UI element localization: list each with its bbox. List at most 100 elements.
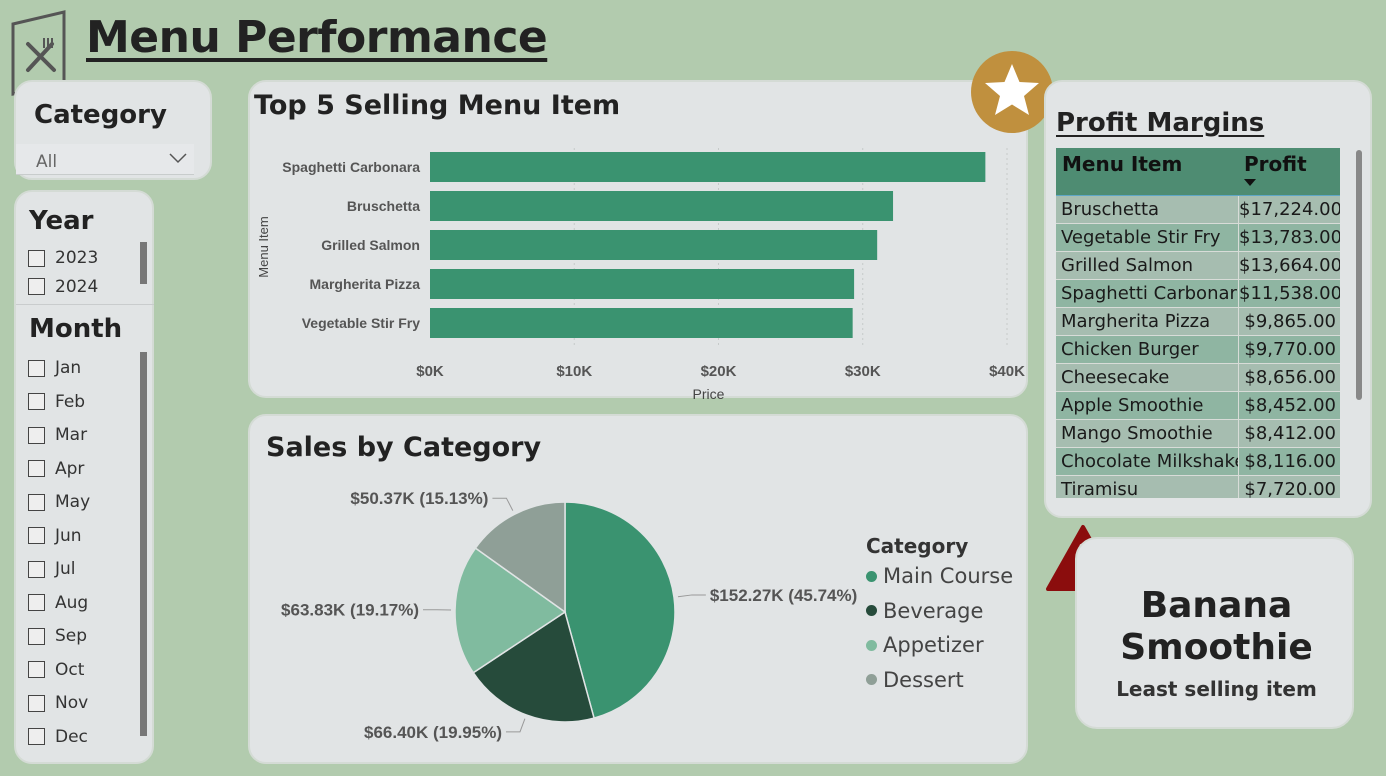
month-option-label: Oct xyxy=(55,659,85,680)
menu-item-cell: Chocolate Milkshake xyxy=(1061,451,1238,472)
pie-slice-dessert xyxy=(474,501,566,614)
year-slicer-title: Year xyxy=(29,206,94,236)
profit-cell: $8,116.00 xyxy=(1238,448,1340,475)
menu-item-cell: Bruschetta xyxy=(1061,199,1160,220)
column-header-profit[interactable]: Profit xyxy=(1244,152,1307,176)
menu-item-cell: Tiramisu xyxy=(1061,479,1139,498)
year-option-2024[interactable]: 2024 xyxy=(28,275,98,299)
legend-dot-icon xyxy=(866,674,877,685)
year-scrollbar[interactable] xyxy=(140,242,147,284)
leader-line xyxy=(505,718,526,733)
legend-dot-icon xyxy=(866,570,877,582)
page-title: Menu Performance xyxy=(86,12,548,63)
year-option-label: 2024 xyxy=(55,276,99,297)
y-category-label: Margherita Pizza xyxy=(310,276,421,292)
profit-table: Menu Item Profit Bruschetta $17,224.00 Veg… xyxy=(1056,148,1340,498)
table-row[interactable]: Spaghetti Carbonara $11,538.00 xyxy=(1056,280,1340,308)
legend-label: Dessert xyxy=(883,667,964,692)
month-option-apr[interactable]: Apr xyxy=(28,457,84,481)
y-category-label: Spaghetti Carbonara xyxy=(282,159,420,175)
table-row[interactable]: Mango Smoothie $8,412.00 xyxy=(1056,420,1340,448)
checkbox[interactable] xyxy=(28,627,45,645)
pie-slice-appetizer xyxy=(454,547,567,674)
table-row[interactable]: Bruschetta $17,224.00 xyxy=(1056,196,1340,224)
month-option-dec[interactable]: Dec xyxy=(28,725,88,749)
top5-chart-card: Top 5 Selling Menu Item $0K $10K $20K $30K $… xyxy=(248,80,1028,400)
month-option-aug[interactable]: Aug xyxy=(28,591,88,615)
category-dropdown[interactable]: All xyxy=(16,144,194,175)
legend-item-appetizer[interactable]: Appetizer xyxy=(866,633,984,657)
checkbox[interactable] xyxy=(28,694,45,712)
month-option-label: Nov xyxy=(55,693,89,713)
table-row[interactable]: Tiramisu $7,720.00 xyxy=(1056,476,1340,498)
profit-cell: $8,412.00 xyxy=(1238,420,1340,447)
least-selling-card: Banana Smoothie Least selling item xyxy=(1075,537,1354,729)
month-option-jun[interactable]: Jun xyxy=(28,524,82,548)
least-selling-caption: Least selling item xyxy=(1116,677,1317,701)
column-header-menu-item[interactable]: Menu Item xyxy=(1062,152,1183,176)
profit-cell: $8,656.00 xyxy=(1238,364,1340,391)
checkbox[interactable] xyxy=(28,560,45,578)
month-option-sep[interactable]: Sep xyxy=(28,624,87,648)
menu-item-cell: Mango Smoothie xyxy=(1061,423,1213,444)
sort-descending-icon[interactable] xyxy=(1244,179,1256,186)
data-label: $50.37K (15.13%) xyxy=(350,489,488,508)
x-tick-label: $10K xyxy=(556,363,592,380)
year-option-2023[interactable]: 2023 xyxy=(28,246,98,270)
month-option-label: May xyxy=(55,492,91,512)
checkbox[interactable] xyxy=(28,527,45,544)
checkbox[interactable] xyxy=(28,426,45,444)
legend-item-dessert[interactable]: Dessert xyxy=(866,668,964,692)
checkbox[interactable] xyxy=(28,594,45,611)
sales-pie-chart: $152.27K (45.74%) $66.40K (19.95%) $63.83K… xyxy=(281,489,857,742)
legend-title: Category xyxy=(866,534,969,558)
month-option-mar[interactable]: Mar xyxy=(28,423,87,447)
table-row[interactable]: Apple Smoothie $8,452.00 xyxy=(1056,392,1340,420)
x-tick-label: $20K xyxy=(701,363,737,380)
month-scrollbar[interactable] xyxy=(140,352,147,736)
table-row[interactable]: Vegetable Stir Fry $13,783.00 xyxy=(1056,224,1340,252)
table-scrollbar[interactable] xyxy=(1356,150,1362,400)
top5-bar-chart: $0K $10K $20K $30K $40K Spaghetti Carbonara Br… xyxy=(256,148,1025,400)
profit-margins-title: Profit Margins xyxy=(1056,108,1265,138)
menu-item-cell: Vegetable Stir Fry xyxy=(1061,227,1221,248)
month-option-jul[interactable]: Jul xyxy=(28,557,76,581)
legend-item-main-course[interactable]: Main Course xyxy=(866,564,1013,588)
month-option-feb[interactable]: Feb xyxy=(28,390,85,414)
category-slicer: Category All xyxy=(14,80,212,180)
checkbox[interactable] xyxy=(28,359,45,377)
profit-cell: $9,865.00 xyxy=(1238,308,1340,335)
least-selling-item: Banana Smoothie xyxy=(1120,585,1313,668)
checkbox[interactable] xyxy=(28,249,45,267)
table-row[interactable]: Grilled Salmon $13,664.00 xyxy=(1056,252,1340,280)
month-option-jan[interactable]: Jan xyxy=(28,356,81,380)
table-row[interactable]: Cheesecake $8,656.00 xyxy=(1056,364,1340,392)
sales-by-category-card: Sales by Category $152.27K (45.74%) $66.4… xyxy=(248,414,1028,764)
month-option-label: Sep xyxy=(55,626,88,646)
profit-cell: $7,720.00 xyxy=(1238,476,1340,498)
x-tick-label: $30K xyxy=(845,363,881,380)
data-label: $66.40K (19.95%) xyxy=(364,723,502,742)
month-option-oct[interactable]: Oct xyxy=(28,658,84,682)
slicer-divider xyxy=(16,304,154,305)
chevron-down-icon xyxy=(169,153,187,164)
pie-chart-title: Sales by Category xyxy=(266,432,542,463)
checkbox[interactable] xyxy=(28,278,45,295)
table-row[interactable]: Chocolate Milkshake $8,116.00 xyxy=(1056,448,1340,476)
month-option-may[interactable]: May xyxy=(28,490,90,514)
bar-vegetable-stir-fry xyxy=(430,308,853,338)
month-option-nov[interactable]: Nov xyxy=(28,691,88,715)
leader-line xyxy=(677,594,706,598)
menu-item-cell: Chicken Burger xyxy=(1061,339,1199,360)
checkbox[interactable] xyxy=(28,493,45,511)
checkbox[interactable] xyxy=(28,661,45,678)
table-row[interactable]: Margherita Pizza $9,865.00 xyxy=(1056,308,1340,336)
menu-item-cell: Margherita Pizza xyxy=(1061,311,1211,332)
legend-label: Main Course xyxy=(883,564,1014,588)
checkbox[interactable] xyxy=(28,460,45,477)
month-option-label: Jul xyxy=(55,559,76,579)
checkbox[interactable] xyxy=(28,393,45,410)
table-row[interactable]: Chicken Burger $9,770.00 xyxy=(1056,336,1340,364)
legend-item-beverage[interactable]: Beverage xyxy=(866,599,983,623)
checkbox[interactable] xyxy=(28,728,45,745)
